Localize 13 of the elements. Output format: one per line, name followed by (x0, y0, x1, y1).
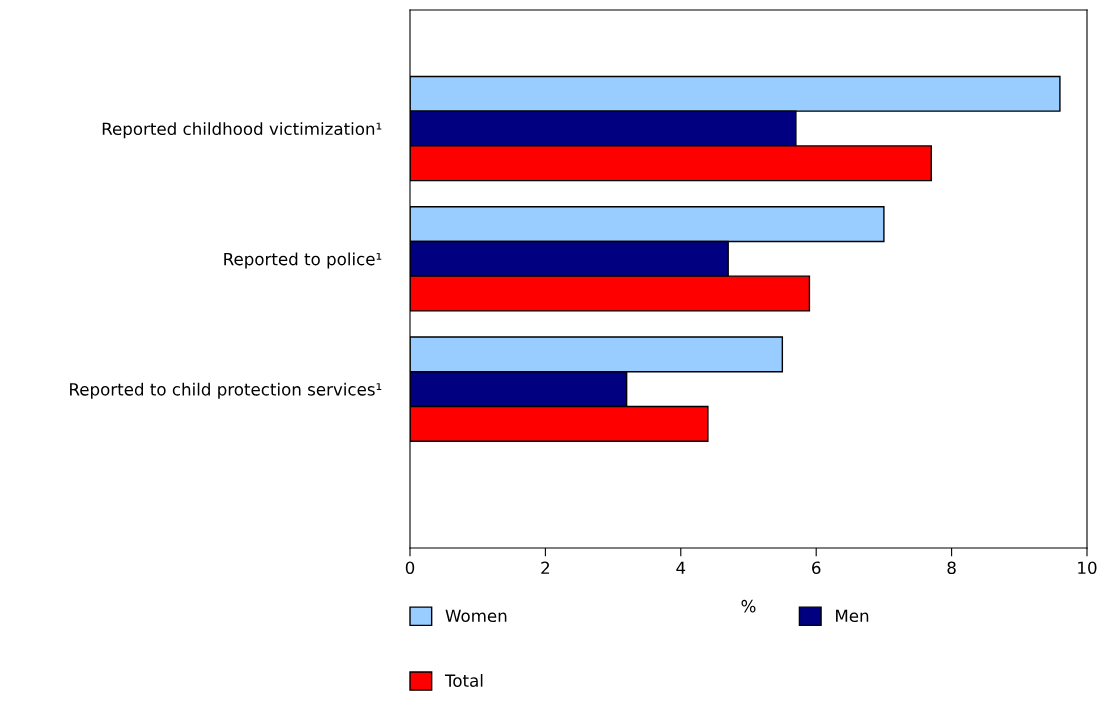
x-tick-label: 2 (541, 561, 550, 574)
x-tick-label: 6 (812, 561, 821, 575)
y-tick-label: Reported to child protection services¹ (70, 382, 382, 399)
x-axis-title: % (741, 599, 756, 613)
x-tick-label: 10 (1078, 561, 1097, 575)
y-tick-label: Reported to police¹ (224, 252, 382, 269)
x-tick-label: 8 (947, 561, 956, 575)
x-tick-label: 0 (405, 561, 415, 575)
y-tick-label: Reported childhood victimization¹ (102, 122, 382, 139)
x-tick-label: 4 (676, 561, 686, 574)
legend-label: Total (444, 674, 483, 687)
legend-label: Women (445, 609, 507, 623)
legend-label: Men (836, 609, 869, 623)
